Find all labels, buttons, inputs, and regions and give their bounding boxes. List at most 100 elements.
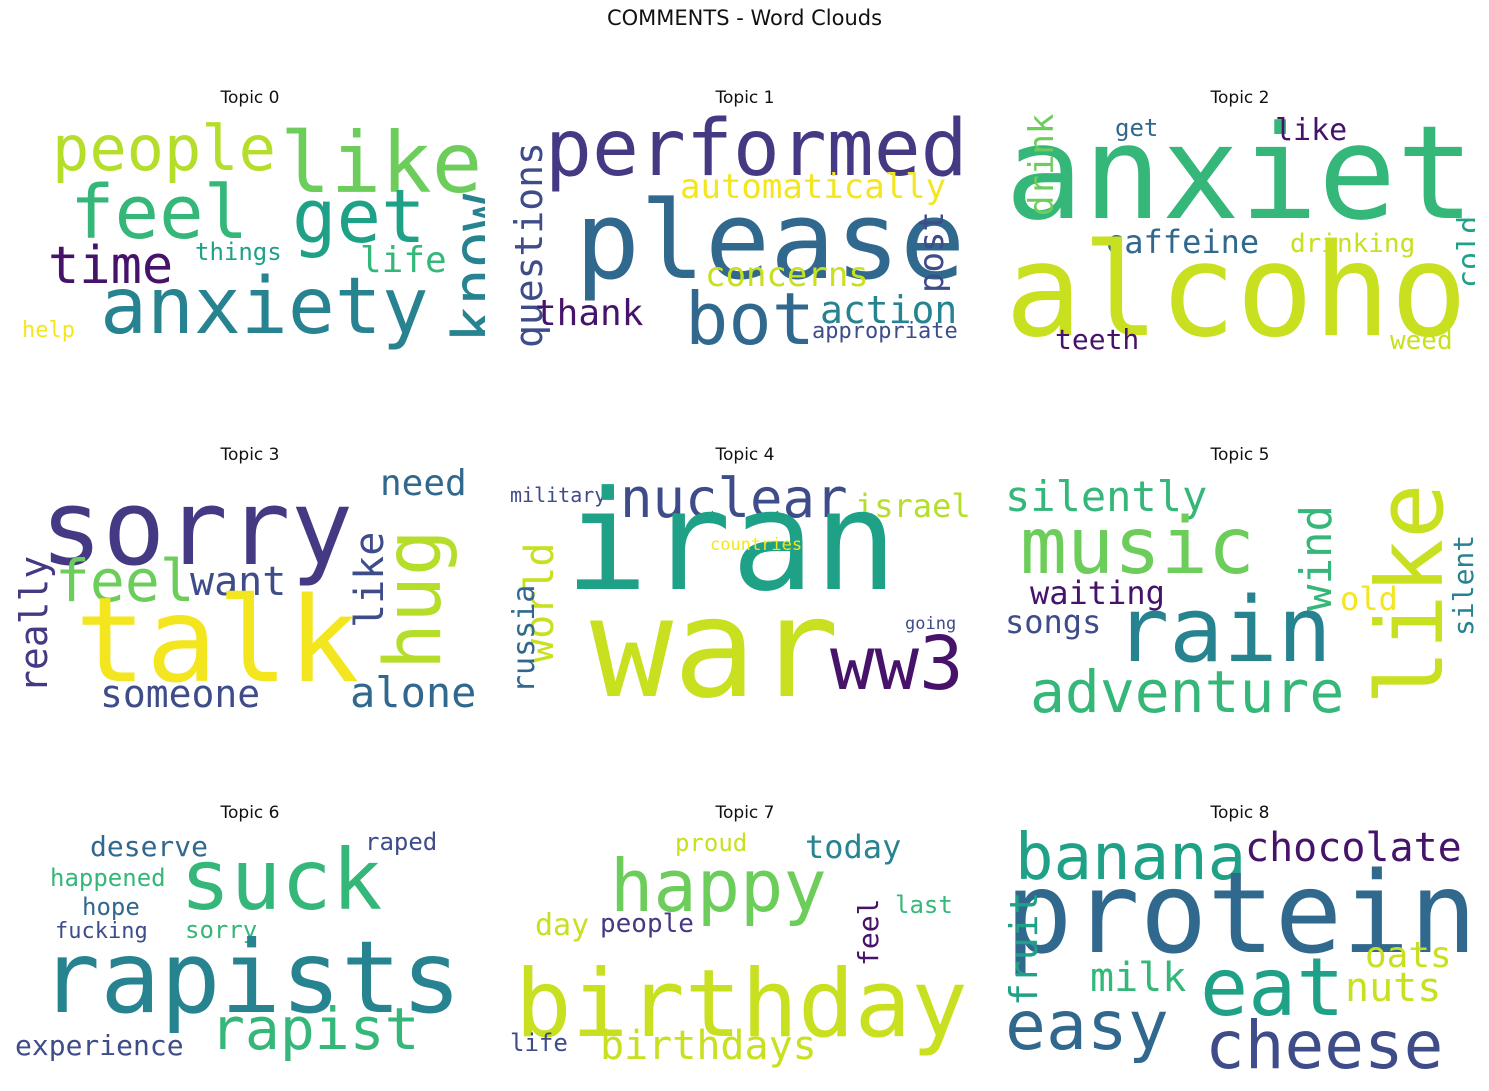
cloud-word: performed <box>545 106 968 194</box>
word-cloud: military nuclear israel iran countries world r… <box>510 463 980 725</box>
cloud-word: nuts <box>1345 965 1442 1011</box>
word-cloud: like people feel get know time things life anxie… <box>15 106 485 368</box>
word-cloud-panel: Topic 3 sorry need hug feel want like really tal… <box>15 445 485 714</box>
cloud-word: rapist <box>210 995 420 1063</box>
cloud-word: time <box>48 236 174 296</box>
cloud-word: birthday <box>515 950 968 1059</box>
cloud-word: songs <box>1005 603 1102 641</box>
cloud-word: weed <box>1390 326 1453 356</box>
word-cloud: performed questions automatically please pos… <box>510 106 980 368</box>
cloud-word: easy <box>1005 987 1169 1066</box>
cloud-word: rapists <box>40 919 462 1036</box>
word-cloud: proud today happy last day people feel birthday… <box>510 821 980 1083</box>
cloud-word: milk <box>1090 955 1187 1001</box>
cloud-word: israel <box>855 487 971 525</box>
cloud-word: get <box>1115 114 1159 142</box>
cloud-word: drink <box>1022 113 1062 216</box>
cloud-word: someone <box>100 672 261 716</box>
cloud-word: chocolate <box>1245 825 1462 871</box>
cloud-word: proud <box>675 829 748 857</box>
cloud-word: countries <box>710 535 803 555</box>
cloud-word: anxiety <box>1005 106 1475 249</box>
cloud-word: cheese <box>1205 1007 1444 1083</box>
cloud-word: feel <box>55 547 195 615</box>
cloud-word: help <box>22 318 75 343</box>
cloud-word: like <box>280 114 483 212</box>
word-cloud: silently music wind like silent waiting old son… <box>1005 463 1475 725</box>
cloud-word: thank <box>535 293 644 334</box>
cloud-word: oats <box>1365 935 1452 976</box>
cloud-word: concerns <box>705 255 869 295</box>
cloud-word: banana <box>1015 821 1247 895</box>
word-cloud-panel: Topic 7 proud today happy last day people feel b… <box>510 803 980 1066</box>
cloud-word: please <box>575 179 966 304</box>
word-cloud-panel: Topic 6 deserve raped happened suck hope fucki… <box>15 803 485 1065</box>
cloud-word: drinking <box>1290 229 1416 259</box>
figure-title: COMMENTS - Word Clouds <box>606 6 883 30</box>
cloud-word: rain <box>1115 578 1332 683</box>
word-cloud-panel: Topic 0 like people feel get know time things li… <box>15 88 485 350</box>
cloud-word: alcohol <box>1005 217 1475 366</box>
word-cloud-panel: Topic 8 banana chocolate protein fruit oats mi… <box>1005 803 1475 1079</box>
word-cloud: anxietygetlikedrinkcaffeinedrinkingcolda… <box>1005 106 1475 368</box>
panel-title: Topic 3 <box>220 445 280 465</box>
cloud-word: action <box>820 288 958 332</box>
cloud-word: iran <box>565 463 898 622</box>
cloud-word: get <box>292 174 426 260</box>
cloud-word: protein <box>1005 849 1475 979</box>
cloud-word: bot <box>685 277 816 361</box>
cloud-word: things <box>195 238 282 266</box>
cloud-word: appropriate <box>812 319 958 344</box>
panel-title: Topic 2 <box>1210 88 1270 108</box>
cloud-word: fucking <box>55 919 148 944</box>
cloud-word: people <box>600 909 694 939</box>
cloud-word: silently <box>1005 472 1208 521</box>
cloud-word: automatically <box>680 167 947 207</box>
cloud-word: sorry <box>40 467 354 589</box>
cloud-word: birthdays <box>600 1023 817 1069</box>
cloud-word: anxiety <box>100 262 429 352</box>
cloud-word: silent <box>1447 534 1475 636</box>
panel-title: Topic 1 <box>715 88 775 108</box>
cloud-word: teeth <box>1055 323 1140 356</box>
cloud-word: today <box>805 828 902 866</box>
cloud-word: adventure <box>1030 658 1345 725</box>
cloud-word: war <box>590 568 840 725</box>
cloud-word: ww3 <box>830 621 964 707</box>
cloud-word: happened <box>50 864 166 892</box>
panel-title: Topic 5 <box>1210 445 1270 465</box>
cloud-word: know <box>439 193 485 343</box>
cloud-word: hope <box>82 893 140 921</box>
word-cloud: deserve raped happened suck hope fucking sorry… <box>15 821 485 1083</box>
word-cloud: banana chocolate protein fruit oats milk eat nu… <box>1005 821 1475 1083</box>
panel-title: Topic 0 <box>220 88 280 108</box>
cloud-word: life <box>360 240 447 281</box>
cloud-word: sorry <box>185 916 258 944</box>
cloud-word: life <box>510 1029 568 1057</box>
cloud-word: talk <box>75 571 360 709</box>
panel-title: Topic 4 <box>715 445 775 465</box>
word-cloud-panel: Topic 1 performed questions automatically pl… <box>510 88 980 355</box>
word-cloud-panel: Topic 5 silently music wind like silent waitin… <box>1005 445 1475 721</box>
cloud-word: people <box>52 112 276 185</box>
cloud-word: really <box>15 555 56 693</box>
panel-title: Topic 6 <box>220 803 280 823</box>
cloud-word: waiting <box>1030 574 1165 612</box>
cloud-word: need <box>380 463 467 504</box>
cloud-word: happy <box>610 844 827 928</box>
cloud-word: deserve <box>90 830 209 863</box>
cloud-word: going <box>905 614 957 634</box>
cloud-word: feel <box>70 170 249 256</box>
cloud-word: military <box>510 483 607 507</box>
panel-title: Topic 7 <box>715 803 775 823</box>
cloud-word: eat <box>1200 941 1345 1034</box>
cloud-word: music <box>1020 502 1255 592</box>
cloud-word: experience <box>15 1029 184 1062</box>
cloud-word: alone <box>350 668 477 717</box>
cloud-word: caffeine <box>1105 223 1260 261</box>
cloud-word: post <box>912 211 952 293</box>
cloud-word: like <box>1275 113 1348 148</box>
cloud-word: raped <box>365 828 438 856</box>
cloud-word: last <box>895 891 953 919</box>
panel-title: Topic 8 <box>1210 803 1270 823</box>
